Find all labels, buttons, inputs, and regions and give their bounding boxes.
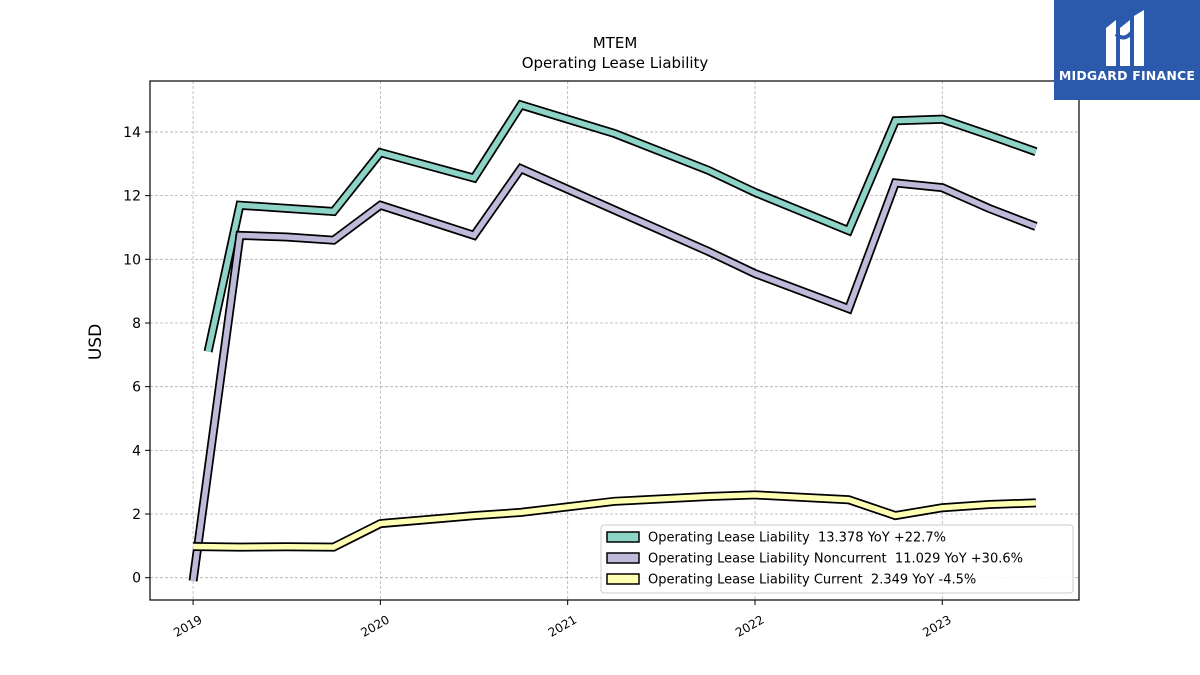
brand-logo: MIDGARD FINANCE [1054,0,1200,100]
series-line [193,492,1036,550]
y-axis: 0 2 4 6 8 10 12 14 [123,125,150,587]
series-line-outline [203,99,1038,353]
brand-name: MIDGARD FINANCE [1058,68,1196,83]
y-axis-label: USD [86,324,106,360]
series-2 [188,162,1038,582]
y-tick-label: 2 [132,507,141,523]
x-tick-label: 2019 [171,612,204,639]
series-layer [188,99,1038,582]
legend-swatch [606,531,640,543]
x-tick-label: 2023 [920,612,953,639]
series-3 [193,490,1037,552]
chart-title: MTEM [593,34,638,52]
series-1 [203,99,1038,353]
x-axis: 2019 2020 2021 2022 2023 [171,600,954,640]
y-tick-label: 10 [123,252,141,268]
series-line [205,101,1037,353]
y-tick-label: 12 [123,189,141,205]
y-tick-label: 8 [132,316,141,332]
plot-frame [149,80,1080,601]
chart-subtitle: Operating Lease Liability [522,54,709,72]
midgard-logo-icon [1106,10,1144,66]
y-tick-label: 6 [132,380,141,396]
series-line [190,165,1037,582]
legend-label: Operating Lease Liability Noncurrent 11.… [648,552,1023,567]
legend-label: Operating Lease Liability Current 2.349 … [648,573,976,588]
y-tick-label: 14 [123,125,141,141]
x-tick-label: 2022 [733,612,766,639]
legend-swatch [606,573,640,585]
legend: Operating Lease Liability 13.378 YoY +22… [600,524,1074,594]
legend-box [600,524,1074,594]
x-tick-label: 2021 [546,612,579,639]
x-tick-label: 2020 [358,612,391,639]
legend-swatch [606,552,640,564]
grid [150,81,1079,600]
y-tick-label: 0 [132,571,141,587]
y-tick-label: 4 [132,443,141,459]
series-line-outline [188,162,1038,582]
legend-label: Operating Lease Liability 13.378 YoY +22… [648,531,946,546]
